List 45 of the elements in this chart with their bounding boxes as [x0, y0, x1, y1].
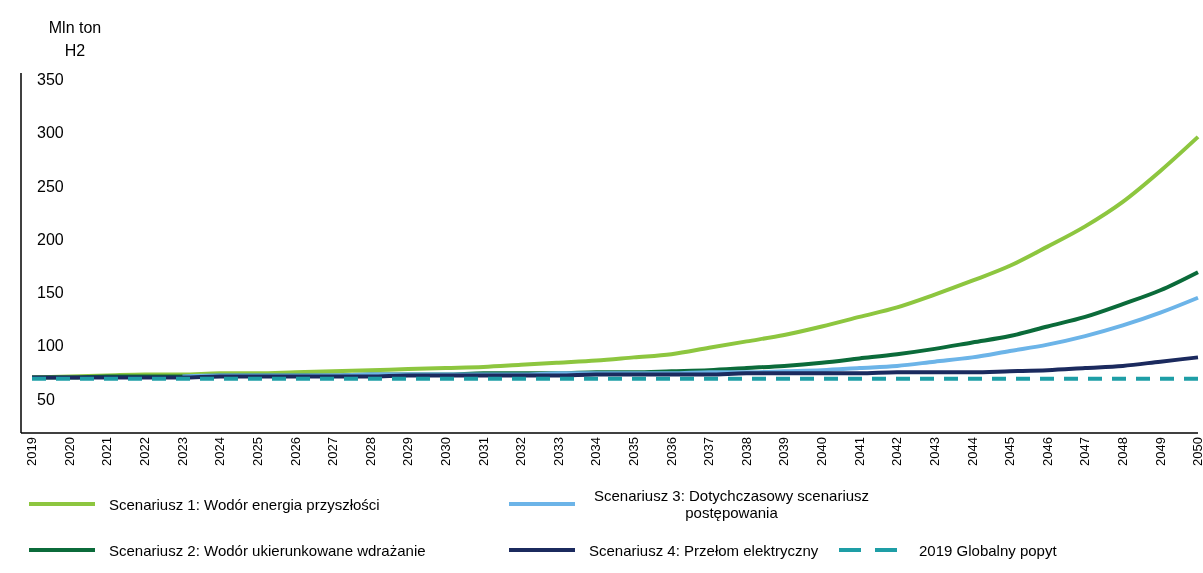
x-tick-label: 2031 — [475, 437, 491, 466]
x-tick-label: 2050 — [1190, 437, 1203, 466]
legend-label: 2019 Globalny popyt — [919, 541, 1057, 559]
y-tick-label: 50 — [37, 390, 55, 408]
x-tick-label: 2042 — [889, 437, 905, 466]
x-tick-label: 2024 — [212, 437, 228, 466]
x-tick-label: 2019 — [24, 437, 40, 466]
legend-label: Scenariusz 2: Wodór ukierunkowane wdrażanie — [109, 541, 426, 559]
x-tick-label: 2049 — [1152, 437, 1168, 466]
x-tick-label: 2022 — [137, 437, 153, 466]
y-tick-label: 300 — [37, 124, 64, 142]
x-tick-label: 2043 — [926, 437, 942, 466]
x-tick-label: 2040 — [814, 437, 830, 466]
x-tick-label: 2025 — [249, 437, 265, 466]
x-tick-label: 2032 — [513, 437, 529, 466]
y-tick-label: 100 — [37, 337, 64, 355]
x-tick-label: 2047 — [1077, 437, 1093, 466]
y-tick-label: 200 — [37, 230, 64, 248]
y-tick-label: 150 — [37, 284, 64, 302]
x-tick-label: 2020 — [61, 437, 77, 466]
x-tick-label: 2021 — [99, 437, 115, 466]
x-tick-label: 2029 — [400, 437, 416, 466]
x-tick-label: 2026 — [287, 437, 303, 466]
x-tick-label: 2023 — [174, 437, 190, 466]
x-tick-label: 2030 — [437, 437, 453, 466]
x-tick-label: 2036 — [663, 437, 679, 466]
legend-label: Scenariusz 1: Wodór energia przyszłości — [109, 495, 380, 513]
x-tick-label: 2033 — [550, 437, 566, 466]
y-axis-title: Mln ton H2 — [47, 18, 103, 61]
x-tick-label: 2038 — [738, 437, 754, 466]
x-tick-label: 2041 — [851, 437, 867, 466]
x-tick-label: 2035 — [626, 437, 642, 466]
x-tick-label: 2037 — [701, 437, 717, 466]
y-tick-label: 350 — [37, 71, 64, 89]
y-tick-label: 250 — [37, 177, 64, 195]
legend-label: Scenariusz 4: Przełom elektryczny — [589, 541, 819, 559]
x-tick-label: 2045 — [1002, 437, 1018, 466]
x-tick-label: 2044 — [964, 437, 980, 466]
x-tick-label: 2028 — [362, 437, 378, 466]
x-tick-label: 2027 — [325, 437, 341, 466]
x-tick-label: 2046 — [1039, 437, 1055, 466]
x-tick-label: 2034 — [588, 437, 604, 466]
legend-label: Scenariusz 3: Dotychczasowy scenariusz postępowania — [592, 487, 871, 521]
x-tick-label: 2048 — [1115, 437, 1130, 466]
x-tick-label: 2039 — [776, 437, 792, 466]
